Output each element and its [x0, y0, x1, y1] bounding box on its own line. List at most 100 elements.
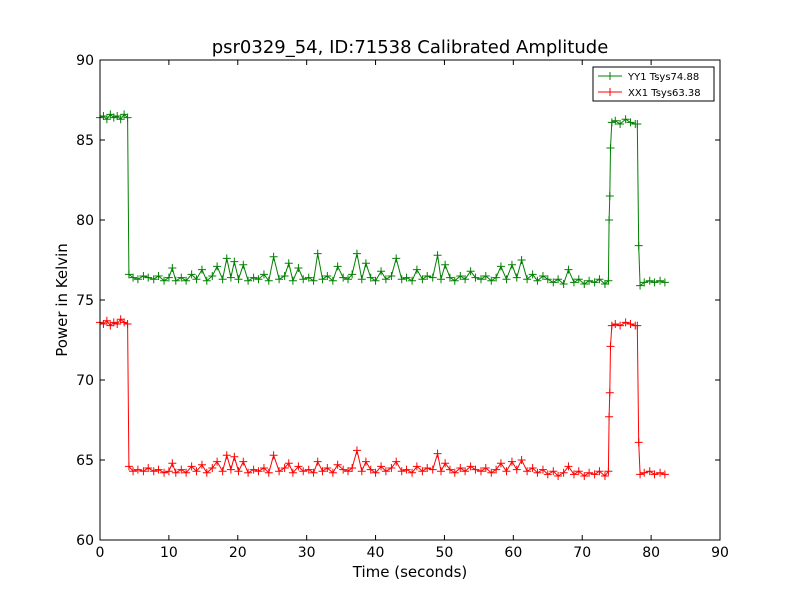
data-point-marker: [476, 275, 485, 284]
data-point-marker: [149, 467, 158, 476]
data-point-marker: [239, 260, 248, 269]
data-point-marker: [437, 275, 445, 284]
data-point-marker: [564, 265, 573, 274]
x-axis-label: Time (seconds): [352, 563, 468, 581]
data-point-marker: [481, 272, 490, 280]
data-point-marker: [99, 320, 108, 328]
data-point-marker: [208, 272, 217, 280]
data-point-marker: [408, 276, 417, 285]
data-point-marker: [230, 257, 239, 266]
data-point-marker: [412, 265, 421, 274]
data-point-marker: [129, 467, 138, 476]
data-point-marker: [288, 276, 297, 285]
data-point-marker: [323, 272, 332, 280]
data-point-marker: [259, 464, 268, 472]
data-point-marker: [192, 467, 201, 476]
data-point-marker: [377, 462, 386, 471]
data-point-marker: [187, 270, 196, 279]
legend-box: [592, 66, 715, 102]
data-point-marker: [249, 273, 258, 282]
data-point-marker: [344, 275, 352, 284]
x-tick-label: 50: [436, 545, 454, 561]
x-tick-label: 80: [642, 545, 660, 561]
data-point-marker: [528, 270, 537, 279]
data-point-marker: [554, 275, 563, 284]
data-point-marker: [564, 462, 573, 471]
data-point-marker: [392, 254, 401, 263]
data-point-marker: [264, 276, 273, 285]
data-point-marker: [450, 276, 459, 285]
data-point-marker: [280, 464, 289, 472]
data-point-marker: [585, 468, 594, 477]
data-point-marker: [99, 112, 108, 120]
data-point-marker: [640, 468, 649, 477]
data-point-marker: [366, 273, 375, 282]
data-point-marker: [487, 468, 496, 477]
data-point-marker: [244, 468, 253, 477]
data-point-marker: [106, 110, 115, 119]
data-point-marker: [264, 468, 273, 477]
data-point-marker: [397, 275, 406, 284]
data-point-marker: [160, 468, 169, 477]
data-point-marker: [528, 464, 537, 472]
data-point-marker: [538, 272, 547, 280]
data-point-marker: [600, 472, 609, 480]
data-point-marker: [280, 272, 289, 280]
data-point-marker: [187, 462, 196, 471]
data-point-marker: [640, 278, 649, 287]
data-point-marker: [299, 275, 308, 284]
data-point-marker: [487, 276, 496, 285]
data-point-marker: [294, 462, 303, 471]
data-point-marker: [381, 467, 390, 476]
data-point-marker: [507, 260, 516, 269]
data-point-marker: [328, 468, 337, 477]
legend-label: YY1 Tsys74.88: [627, 72, 699, 83]
data-point-marker: [357, 467, 366, 476]
data-point-marker: [168, 264, 177, 272]
y-axis-ticks: 60 65 70 75 80 85 90: [76, 53, 720, 549]
data-point-marker: [461, 467, 470, 476]
data-point-marker: [549, 278, 558, 287]
data-point-marker: [604, 276, 613, 285]
data-point-marker: [120, 318, 129, 327]
data-point-marker: [636, 470, 645, 479]
data-point-marker: [113, 320, 122, 328]
data-point-marker: [418, 467, 427, 476]
data-point-marker: [339, 273, 348, 282]
data-point-marker: [626, 320, 635, 328]
data-point-marker: [606, 144, 615, 152]
data-point-marker: [607, 118, 616, 127]
data-point-marker: [595, 467, 604, 476]
data-point-marker: [249, 465, 258, 474]
data-point-marker: [318, 467, 327, 476]
data-point-marker: [381, 275, 390, 284]
data-point-marker: [269, 451, 278, 460]
data-point-marker: [605, 388, 614, 397]
data-point-marker: [554, 472, 563, 480]
data-point-marker: [636, 281, 645, 290]
series-line: [99, 318, 666, 477]
data-point-marker: [605, 412, 614, 421]
data-point-marker: [461, 275, 470, 284]
data-point-marker: [549, 467, 558, 476]
data-point-marker: [656, 276, 665, 285]
data-point-marker: [502, 275, 511, 284]
data-point-marker: [218, 275, 227, 284]
data-point-marker: [304, 465, 313, 474]
data-point-marker: [109, 318, 118, 327]
data-point-marker: [611, 116, 620, 125]
data-point-marker: [154, 272, 163, 280]
data-point-marker: [218, 467, 227, 476]
data-point-marker: [109, 113, 118, 122]
data-point-marker: [466, 462, 475, 471]
series-1: [96, 110, 669, 290]
data-point-marker: [456, 272, 465, 280]
data-point-marker: [445, 465, 454, 474]
data-point-marker: [102, 316, 111, 325]
data-point-marker: [124, 270, 133, 279]
data-point-marker: [387, 272, 396, 280]
data-point-marker: [559, 280, 568, 288]
data-point-marker: [304, 273, 313, 282]
data-point-marker: [377, 267, 386, 276]
data-point-marker: [590, 470, 599, 479]
